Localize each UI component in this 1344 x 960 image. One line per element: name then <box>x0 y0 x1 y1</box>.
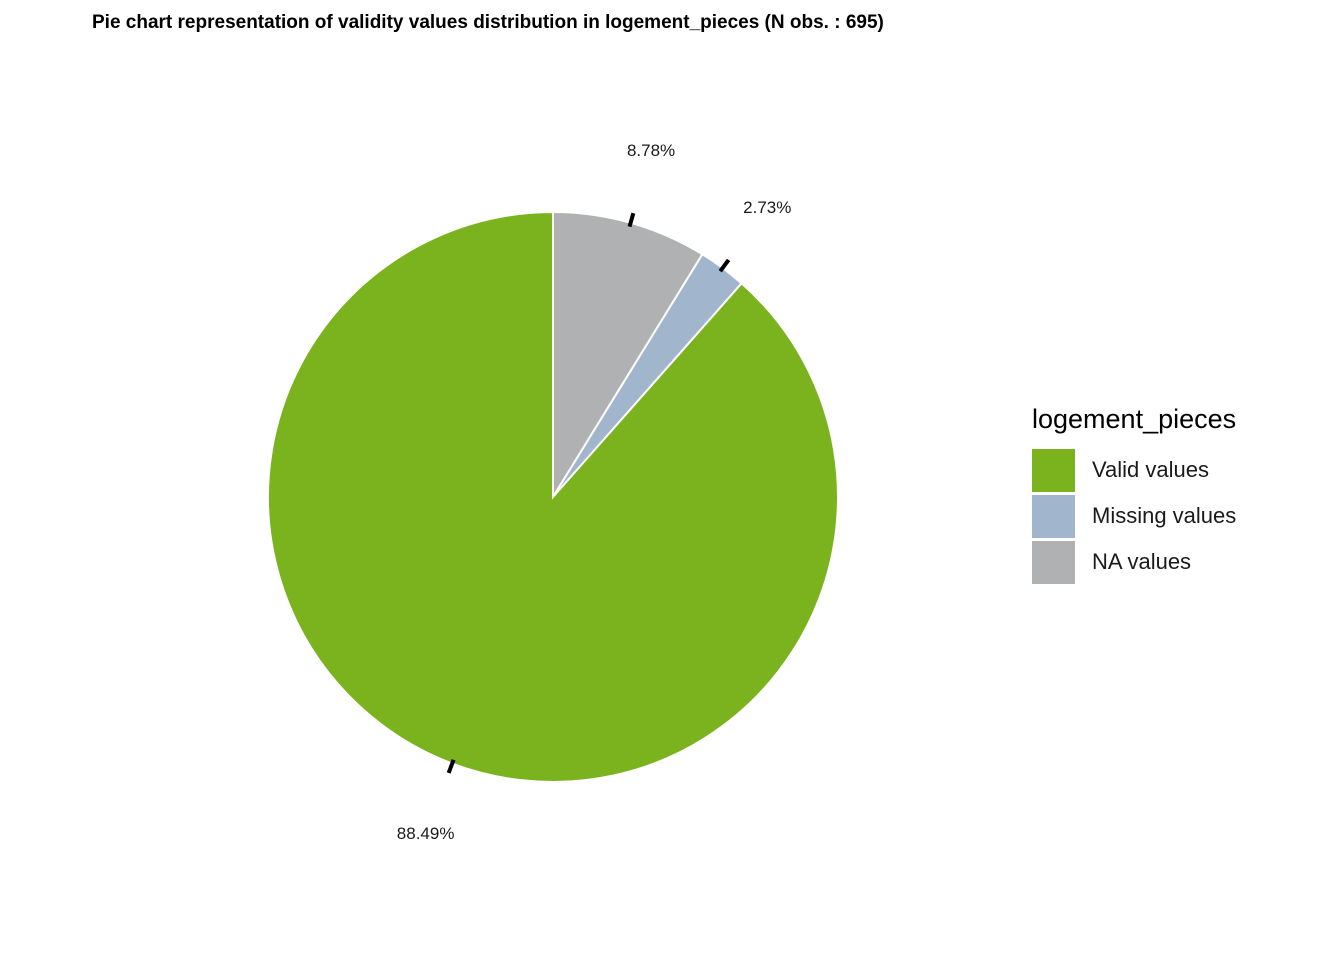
pie-slice-valid-values <box>267 210 839 783</box>
legend-label-missing-values: Missing values <box>1092 503 1237 528</box>
legend-items: Valid values Missing values NA values <box>1032 447 1236 585</box>
pie-tick-na-values <box>627 212 636 228</box>
legend-item-valid-values: Valid values <box>1032 447 1236 493</box>
pie-label-na-values: 8.78% <box>627 141 675 160</box>
legend-label-na-values: NA values <box>1092 549 1192 574</box>
legend-swatch-valid-values <box>1032 448 1075 492</box>
legend-item-missing-values: Missing values <box>1032 493 1236 539</box>
pie-label-missing-values: 2.73% <box>743 198 791 217</box>
legend-item-na-values: NA values <box>1032 539 1236 585</box>
legend-title: logement_pieces <box>1032 404 1237 434</box>
pie-slices <box>267 210 839 783</box>
pie-tick-valid-values <box>446 759 456 774</box>
chart-title: Pie chart representation of validity val… <box>92 12 884 33</box>
pie-slice-labels: 8.78% 2.73% 88.49% <box>397 141 792 843</box>
legend-swatch-missing-values <box>1032 494 1075 538</box>
pie-label-ticks <box>446 212 731 774</box>
legend: logement_pieces Valid values Missing valu… <box>1032 404 1236 585</box>
legend-swatch-na-values <box>1032 540 1075 584</box>
pie-tick-missing-values <box>718 258 731 273</box>
legend-label-valid-values: Valid values <box>1092 457 1209 482</box>
pie-label-valid-values: 88.49% <box>397 824 455 843</box>
